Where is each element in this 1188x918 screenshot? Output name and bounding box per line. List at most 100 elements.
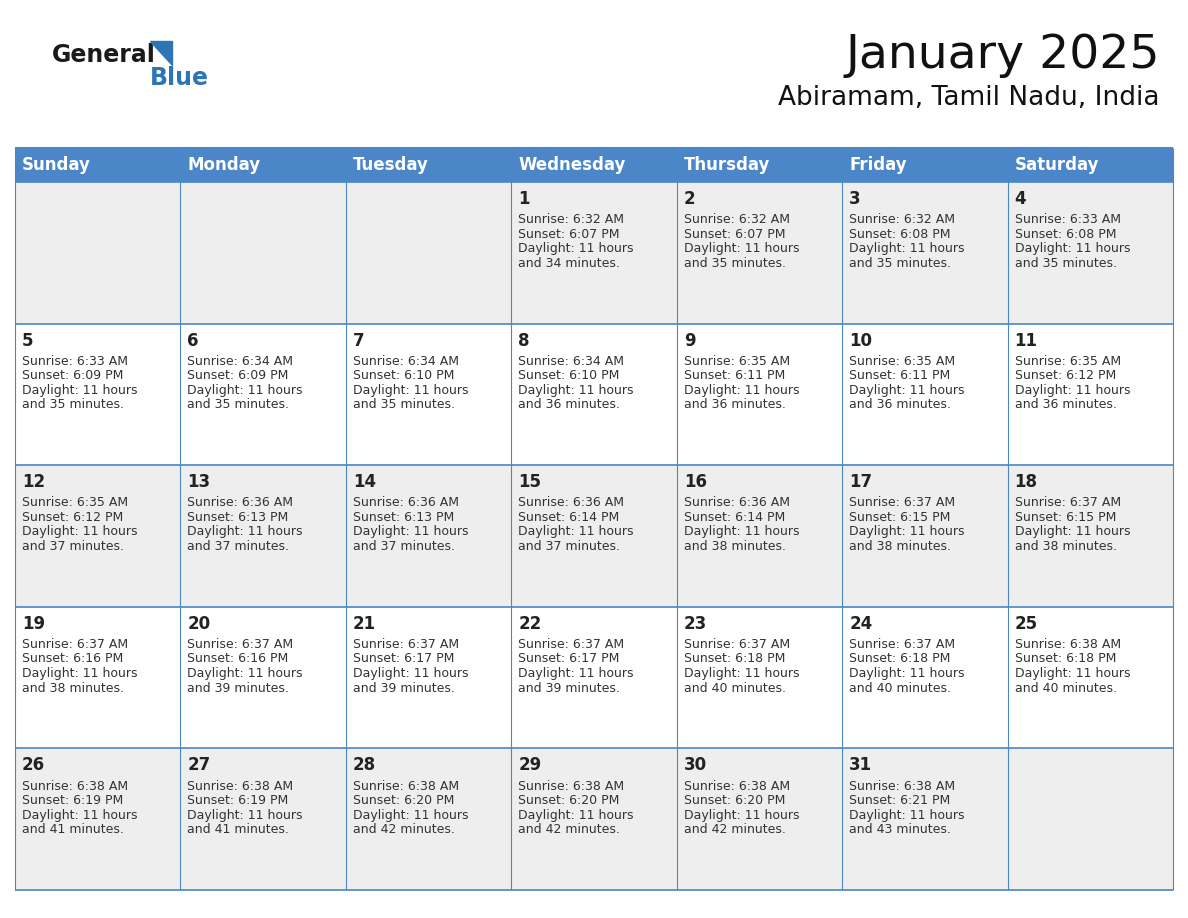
Bar: [181, 748, 346, 890]
Bar: [1007, 465, 1173, 607]
Text: Daylight: 11 hours: Daylight: 11 hours: [353, 809, 468, 822]
Text: and 36 minutes.: and 36 minutes.: [518, 398, 620, 411]
Text: Daylight: 11 hours: Daylight: 11 hours: [1015, 525, 1130, 538]
Bar: [346, 182, 511, 324]
Bar: [842, 148, 1007, 182]
Text: and 41 minutes.: and 41 minutes.: [188, 823, 290, 836]
Text: Daylight: 11 hours: Daylight: 11 hours: [1015, 384, 1130, 397]
Bar: [346, 607, 511, 748]
Text: Sunrise: 6:34 AM: Sunrise: 6:34 AM: [188, 354, 293, 368]
Text: 23: 23: [684, 615, 707, 633]
Text: Sunset: 6:18 PM: Sunset: 6:18 PM: [1015, 653, 1116, 666]
Text: and 35 minutes.: and 35 minutes.: [353, 398, 455, 411]
Text: Sunrise: 6:36 AM: Sunrise: 6:36 AM: [684, 497, 790, 509]
Bar: [677, 324, 842, 465]
Text: Blue: Blue: [150, 66, 209, 90]
Text: Daylight: 11 hours: Daylight: 11 hours: [23, 525, 138, 538]
Text: 16: 16: [684, 473, 707, 491]
Bar: [1007, 182, 1173, 324]
Text: Daylight: 11 hours: Daylight: 11 hours: [849, 242, 965, 255]
Text: Sunset: 6:14 PM: Sunset: 6:14 PM: [684, 511, 785, 524]
Text: Daylight: 11 hours: Daylight: 11 hours: [518, 809, 633, 822]
Bar: [346, 148, 511, 182]
Text: and 34 minutes.: and 34 minutes.: [518, 257, 620, 270]
Text: Sunrise: 6:32 AM: Sunrise: 6:32 AM: [684, 213, 790, 226]
Text: Sunset: 6:19 PM: Sunset: 6:19 PM: [188, 794, 289, 807]
Text: Daylight: 11 hours: Daylight: 11 hours: [188, 667, 303, 680]
Text: Sunset: 6:17 PM: Sunset: 6:17 PM: [353, 653, 454, 666]
Text: Sunset: 6:16 PM: Sunset: 6:16 PM: [188, 653, 289, 666]
Text: Sunrise: 6:37 AM: Sunrise: 6:37 AM: [849, 497, 955, 509]
Bar: [15, 182, 181, 324]
Text: 31: 31: [849, 756, 872, 775]
Bar: [677, 148, 842, 182]
Bar: [15, 607, 181, 748]
Bar: [181, 324, 346, 465]
Text: Daylight: 11 hours: Daylight: 11 hours: [188, 525, 303, 538]
Text: Sunrise: 6:37 AM: Sunrise: 6:37 AM: [353, 638, 459, 651]
Text: Daylight: 11 hours: Daylight: 11 hours: [684, 525, 800, 538]
Text: 28: 28: [353, 756, 375, 775]
Text: Sunset: 6:19 PM: Sunset: 6:19 PM: [23, 794, 124, 807]
Bar: [15, 324, 181, 465]
Text: 30: 30: [684, 756, 707, 775]
Text: and 38 minutes.: and 38 minutes.: [849, 540, 952, 553]
Text: Thursday: Thursday: [684, 156, 770, 174]
Text: and 39 minutes.: and 39 minutes.: [188, 681, 290, 695]
Text: Sunrise: 6:32 AM: Sunrise: 6:32 AM: [849, 213, 955, 226]
Text: Daylight: 11 hours: Daylight: 11 hours: [188, 809, 303, 822]
Text: 2: 2: [684, 190, 695, 208]
Text: Sunset: 6:13 PM: Sunset: 6:13 PM: [188, 511, 289, 524]
Text: Sunset: 6:14 PM: Sunset: 6:14 PM: [518, 511, 619, 524]
Text: 9: 9: [684, 331, 695, 350]
Text: Daylight: 11 hours: Daylight: 11 hours: [353, 384, 468, 397]
Text: and 36 minutes.: and 36 minutes.: [1015, 398, 1117, 411]
Bar: [511, 148, 677, 182]
Text: Sunset: 6:07 PM: Sunset: 6:07 PM: [518, 228, 620, 241]
Text: Daylight: 11 hours: Daylight: 11 hours: [353, 525, 468, 538]
Text: Sunset: 6:18 PM: Sunset: 6:18 PM: [849, 653, 950, 666]
Text: Sunset: 6:11 PM: Sunset: 6:11 PM: [849, 369, 950, 382]
Text: Sunrise: 6:37 AM: Sunrise: 6:37 AM: [1015, 497, 1120, 509]
Bar: [511, 465, 677, 607]
Text: Daylight: 11 hours: Daylight: 11 hours: [518, 384, 633, 397]
Text: Sunset: 6:10 PM: Sunset: 6:10 PM: [353, 369, 454, 382]
Bar: [842, 465, 1007, 607]
Text: 21: 21: [353, 615, 375, 633]
Text: Daylight: 11 hours: Daylight: 11 hours: [684, 809, 800, 822]
Text: 5: 5: [23, 331, 33, 350]
Bar: [842, 324, 1007, 465]
Text: and 40 minutes.: and 40 minutes.: [849, 681, 952, 695]
Text: 24: 24: [849, 615, 872, 633]
Text: 6: 6: [188, 331, 198, 350]
Text: Daylight: 11 hours: Daylight: 11 hours: [23, 809, 138, 822]
Bar: [346, 324, 511, 465]
Text: 15: 15: [518, 473, 542, 491]
Text: Wednesday: Wednesday: [518, 156, 626, 174]
Bar: [15, 748, 181, 890]
Text: Daylight: 11 hours: Daylight: 11 hours: [353, 667, 468, 680]
Text: and 37 minutes.: and 37 minutes.: [518, 540, 620, 553]
Text: and 41 minutes.: and 41 minutes.: [23, 823, 124, 836]
Text: and 37 minutes.: and 37 minutes.: [188, 540, 290, 553]
Text: Daylight: 11 hours: Daylight: 11 hours: [684, 667, 800, 680]
Text: Sunset: 6:17 PM: Sunset: 6:17 PM: [518, 653, 620, 666]
Text: Daylight: 11 hours: Daylight: 11 hours: [849, 809, 965, 822]
Text: and 37 minutes.: and 37 minutes.: [23, 540, 124, 553]
Text: Daylight: 11 hours: Daylight: 11 hours: [188, 384, 303, 397]
Text: Sunrise: 6:34 AM: Sunrise: 6:34 AM: [353, 354, 459, 368]
Text: and 40 minutes.: and 40 minutes.: [1015, 681, 1117, 695]
Text: Sunset: 6:13 PM: Sunset: 6:13 PM: [353, 511, 454, 524]
Text: Sunrise: 6:38 AM: Sunrise: 6:38 AM: [684, 779, 790, 792]
Text: Sunset: 6:18 PM: Sunset: 6:18 PM: [684, 653, 785, 666]
Text: 26: 26: [23, 756, 45, 775]
Bar: [842, 748, 1007, 890]
Text: Daylight: 11 hours: Daylight: 11 hours: [518, 667, 633, 680]
Bar: [1007, 324, 1173, 465]
Text: Daylight: 11 hours: Daylight: 11 hours: [849, 384, 965, 397]
Bar: [677, 607, 842, 748]
Text: Saturday: Saturday: [1015, 156, 1099, 174]
Text: and 39 minutes.: and 39 minutes.: [353, 681, 455, 695]
Bar: [842, 182, 1007, 324]
Text: Sunrise: 6:37 AM: Sunrise: 6:37 AM: [188, 638, 293, 651]
